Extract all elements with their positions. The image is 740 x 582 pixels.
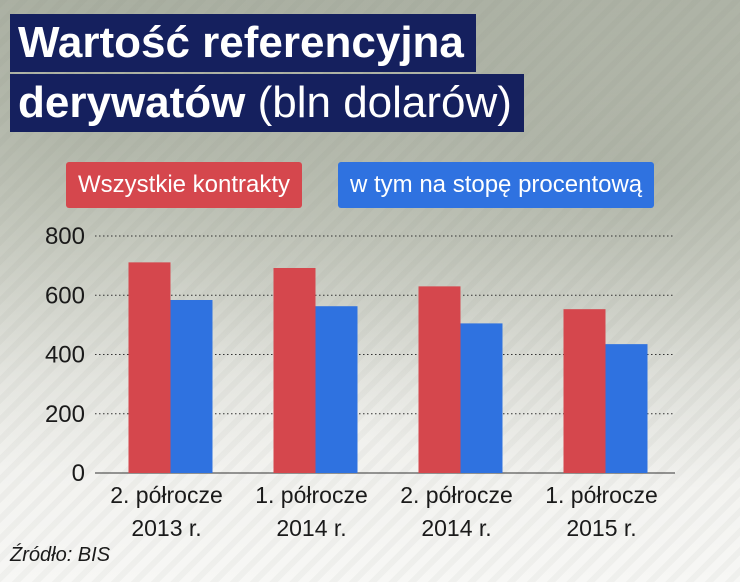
x-category-label: 1. półrocze [545, 482, 658, 508]
x-category-label: 2014 r. [276, 515, 346, 541]
legend-item-interest-rate: w tym na stopę procentową [338, 162, 655, 208]
source-note: Źródło: BIS [10, 544, 111, 566]
bar-all-contracts [563, 309, 606, 473]
y-tick-label: 600 [45, 282, 85, 309]
bar-interest-rate [170, 299, 213, 473]
y-tick-label: 0 [72, 460, 85, 487]
title-text-2-bold: derywatów [18, 78, 246, 127]
x-category-label: 1. półrocze [255, 482, 368, 508]
x-category-label: 2015 r. [566, 515, 636, 541]
chart-title-line-1: Wartość referencyjna [10, 14, 476, 72]
legend-item-all-contracts: Wszystkie kontrakty [66, 162, 303, 208]
bar-all-contracts [128, 262, 171, 473]
x-category-label: 2014 r. [421, 515, 491, 541]
y-tick-label: 400 [45, 342, 85, 369]
bar-interest-rate [460, 323, 503, 473]
x-category-label: 2. półrocze [110, 482, 223, 508]
bar-all-contracts [273, 267, 316, 473]
chart-title-line-2: derywatów (bln dolarów) [10, 74, 524, 132]
title-text-2-unit: (bln dolarów) [245, 78, 512, 127]
title-text-1: Wartość referencyjna [18, 18, 464, 67]
bar-interest-rate [605, 344, 648, 473]
bar-all-contracts [418, 286, 461, 473]
legend-label-all-contracts: Wszystkie kontrakty [78, 171, 291, 198]
y-tick-label: 200 [45, 401, 85, 428]
bar-interest-rate [315, 306, 358, 473]
x-category-label: 2013 r. [131, 515, 201, 541]
legend-label-interest-rate: w tym na stopę procentową [350, 171, 643, 198]
y-tick-label: 800 [45, 223, 85, 250]
x-category-label: 2. półrocze [400, 482, 513, 508]
